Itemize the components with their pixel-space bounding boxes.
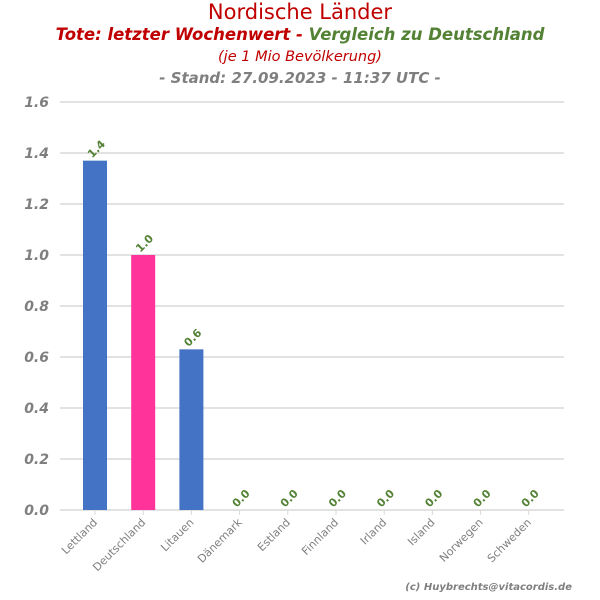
y-tick-label: 0.4 bbox=[24, 401, 49, 417]
x-tick-label: Schweden bbox=[485, 516, 534, 565]
data-label: 0.0 bbox=[278, 487, 301, 510]
x-tick-label: Lettland bbox=[59, 516, 100, 557]
x-tick-label: Dänemark bbox=[195, 515, 245, 565]
y-axis: 0.0 0.2 0.4 0.6 0.8 1.0 1.2 1.4 1.6 bbox=[24, 95, 49, 519]
data-label: 1.4 bbox=[85, 137, 108, 160]
bar bbox=[83, 160, 107, 510]
data-label: 0.6 bbox=[181, 326, 204, 349]
y-tick-label: 1.4 bbox=[24, 146, 49, 162]
data-label: 0.0 bbox=[374, 487, 397, 510]
y-tick-label: 0.2 bbox=[24, 452, 49, 468]
x-tick-label: Norwegen bbox=[437, 516, 486, 565]
data-label: 1.0 bbox=[133, 232, 156, 255]
chart-note: (je 1 Mio Bevölkerung) bbox=[218, 49, 382, 65]
y-tick-label: 0.0 bbox=[24, 503, 49, 519]
bar bbox=[179, 349, 204, 510]
y-tick-label: 1.0 bbox=[24, 248, 49, 264]
y-tick-label: 0.6 bbox=[24, 350, 49, 366]
y-tick-label: 1.6 bbox=[24, 95, 49, 111]
bars bbox=[83, 160, 204, 510]
x-tick-label: Litauen bbox=[158, 516, 196, 554]
data-label: 0.0 bbox=[230, 487, 253, 510]
bar bbox=[131, 255, 156, 510]
data-label: 0.0 bbox=[326, 487, 349, 510]
y-tick-label: 1.2 bbox=[24, 197, 49, 213]
credit: (c) Huybrechts@vitacordis.de bbox=[405, 582, 572, 593]
data-label: 0.0 bbox=[471, 487, 494, 510]
x-tick-label: Island bbox=[405, 516, 437, 548]
chart-subtitle: Tote: letzter Wochenwert - Vergleich zu … bbox=[56, 25, 545, 44]
chart-subtitle-part1: Tote: letzter Wochenwert - bbox=[56, 25, 309, 44]
chart-title: Nordische Länder bbox=[208, 0, 393, 24]
data-label: 0.0 bbox=[519, 487, 542, 510]
x-tick-label: Estland bbox=[255, 516, 293, 554]
x-tick-label: Irland bbox=[358, 516, 389, 547]
y-tick-label: 0.8 bbox=[24, 299, 49, 315]
x-tick-label: Finnland bbox=[299, 516, 341, 558]
chart-stand: - Stand: 27.09.2023 - 11:37 UTC - bbox=[159, 69, 441, 87]
chart-subtitle-part2: Vergleich zu Deutschland bbox=[309, 25, 545, 44]
data-label: 0.0 bbox=[422, 487, 445, 510]
